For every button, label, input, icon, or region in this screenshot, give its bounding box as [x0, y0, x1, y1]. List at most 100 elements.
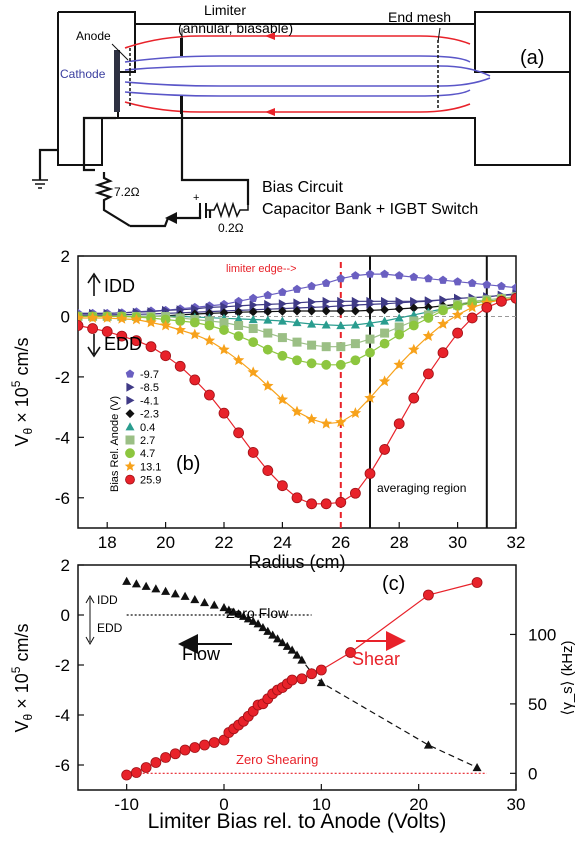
c-shear-point	[422, 589, 434, 601]
b-point	[306, 498, 318, 510]
b-point	[365, 305, 375, 315]
b-point	[292, 317, 302, 327]
b-point	[394, 304, 404, 314]
c-flow-point	[292, 650, 302, 659]
field-line-red-top	[124, 35, 471, 49]
c-flow-point	[316, 678, 326, 687]
c-series-shear	[121, 577, 483, 781]
b-ylabel-unit: cm/s	[12, 338, 32, 381]
b-point	[320, 417, 332, 429]
b-legend-label: 2.7	[140, 435, 155, 447]
b-point	[306, 358, 317, 369]
b-point	[248, 293, 258, 302]
b-point	[130, 313, 143, 325]
b-ytick-label: 2	[61, 247, 70, 266]
b-point	[379, 338, 390, 349]
resistor-02	[206, 201, 249, 219]
b-point	[378, 375, 391, 387]
b-point	[335, 496, 347, 508]
b-xtick-label: 18	[98, 533, 117, 552]
b-point	[248, 307, 258, 317]
c-ytick-label: 2	[61, 556, 70, 575]
plot-frame-c	[77, 564, 517, 791]
b-point	[78, 311, 84, 323]
b-legend-label: -4.1	[140, 395, 159, 407]
b-legend-label: 4.7	[140, 448, 155, 460]
field-arrows	[265, 32, 275, 116]
c-shear-point	[189, 742, 201, 753]
b-point	[335, 416, 347, 428]
b-point	[394, 313, 404, 322]
b-point	[380, 269, 389, 278]
c-flow-point	[282, 641, 292, 650]
b-point	[481, 301, 493, 313]
b-point	[262, 379, 274, 391]
b-ytick-label: 0	[61, 307, 70, 326]
b-point	[350, 306, 360, 316]
c-flow-point	[209, 600, 219, 609]
anode-label: Anode	[76, 29, 111, 43]
b-point	[424, 274, 433, 283]
b-point	[366, 299, 375, 309]
limiter-top	[180, 38, 183, 56]
c-shear-point	[218, 734, 230, 746]
b-ylabel-times: × 10	[12, 387, 32, 428]
b-point	[364, 468, 376, 480]
c-shear-point	[140, 762, 152, 773]
b-point	[203, 334, 216, 346]
b-point	[511, 283, 516, 292]
field-line-blue-2	[124, 65, 491, 77]
b-point	[247, 366, 259, 378]
cathode	[114, 50, 120, 112]
c-ytick-label: -2	[55, 656, 70, 675]
b-series	[78, 269, 516, 510]
b-averaging-label: averaging region	[377, 481, 466, 495]
b-point	[321, 342, 331, 352]
c-xtick-label: 30	[507, 795, 526, 814]
limiter-label-2: (annular, biasable)	[178, 20, 293, 36]
c-flow-point	[234, 609, 244, 618]
b-point	[234, 321, 244, 331]
endmesh-leader	[437, 27, 441, 43]
b-point	[351, 271, 360, 280]
b-point	[101, 311, 113, 323]
b-point	[351, 300, 360, 310]
c-shear-point	[208, 737, 220, 748]
c-shear-point	[130, 767, 142, 778]
b-point	[307, 319, 317, 328]
b-point	[160, 350, 172, 362]
b-ylabel-theta: θ	[21, 427, 35, 434]
b-point	[292, 355, 302, 366]
c-ytick-label: -6	[55, 756, 70, 775]
radial-profile-chart: 18 20 22 24 26 28 30 32 -6 -4 -2 0 2 -9.7-8.5-4.1 -2.…	[9, 247, 525, 572]
b-point	[350, 355, 361, 366]
capacitor-bank-label: Capacitor Bank + IGBT Switch	[262, 201, 478, 218]
c-flow-point	[131, 579, 141, 588]
c-flow-point	[200, 598, 210, 607]
b-legend-marker	[125, 448, 135, 459]
anode-leader	[111, 43, 129, 61]
b-point	[278, 287, 287, 296]
c-y2tick-label: 50	[528, 695, 547, 714]
c-ytick-label: -4	[55, 706, 70, 725]
c-idd-edd-arrows-icon	[85, 594, 95, 646]
c-flow-point	[238, 611, 248, 620]
c-idd-label: IDD	[97, 593, 118, 607]
limiter-bottom	[180, 96, 183, 114]
red-arrow-bottom	[265, 108, 275, 116]
b-point	[321, 359, 332, 370]
b-point	[159, 319, 172, 331]
b-point	[423, 313, 434, 323]
b-point	[263, 307, 273, 317]
b-point	[189, 328, 201, 340]
b-point	[291, 405, 303, 417]
c-shear-point	[199, 739, 210, 751]
c-ylabel-times: × 10	[12, 673, 32, 714]
c-shear-point	[471, 577, 483, 588]
c-flow-point	[141, 581, 151, 590]
b-point	[393, 418, 405, 430]
c-shear-point	[121, 769, 133, 781]
b-legend-label: -8.5	[140, 382, 159, 394]
c-ylabel-theta: θ	[21, 713, 35, 720]
